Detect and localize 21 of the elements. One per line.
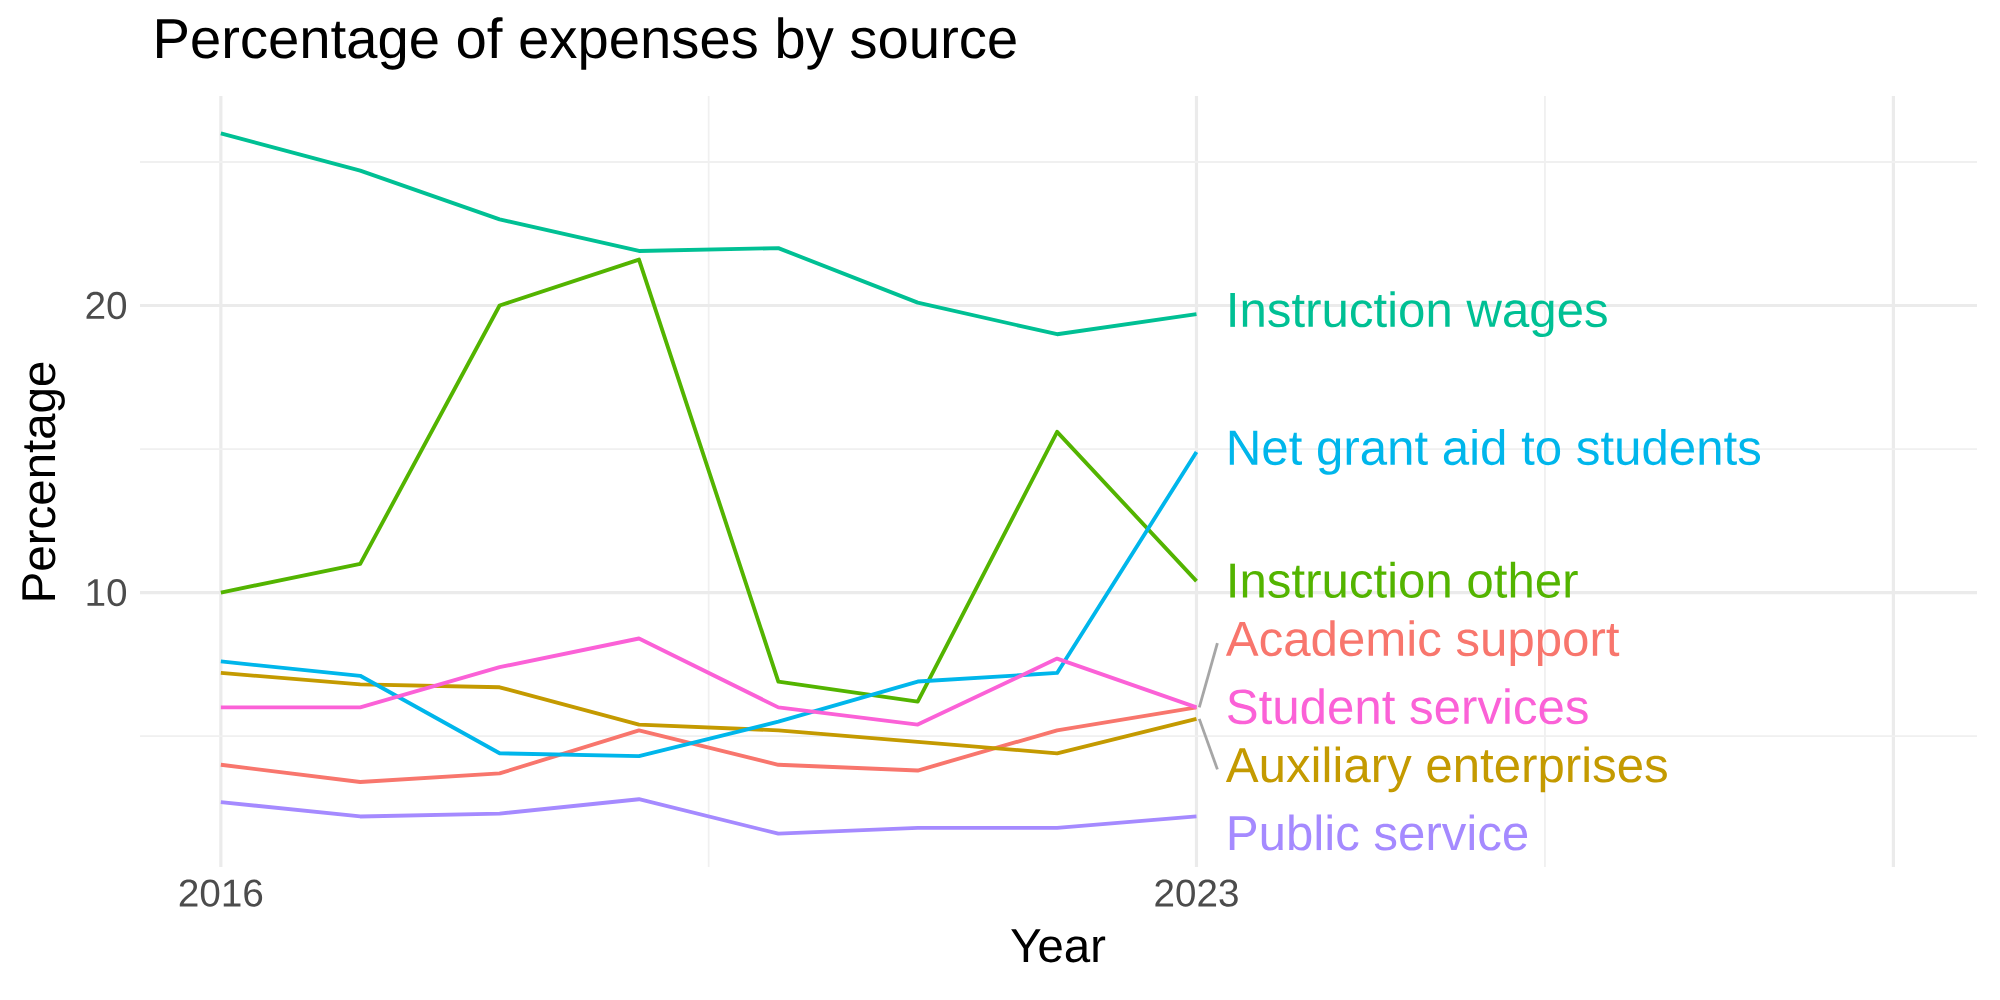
x-tick-label: 2023: [1155, 879, 1238, 907]
y-tick-label: 10: [87, 578, 127, 607]
chart-title: Percentage of expenses by source: [157, 17, 1016, 70]
x-tick-label: 2016: [179, 879, 263, 907]
series-label: Instruction wages: [1230, 291, 1607, 338]
series-label: Auxiliary enterprises: [1225, 746, 1667, 793]
line-series: [218, 797, 1199, 836]
line-series: [218, 131, 1199, 337]
line-series: [218, 705, 1199, 784]
line-series: [218, 671, 1199, 756]
line-series: [218, 257, 1199, 704]
y-tick-label: 20: [86, 291, 127, 320]
x-axis-title: Year: [1011, 929, 1106, 963]
series-label: Instruction other: [1230, 561, 1578, 599]
series-label: Net grant aid to students: [1229, 428, 1761, 475]
line-series: [218, 449, 1199, 759]
series-label: Academic support: [1225, 620, 1620, 667]
series-label: Student services: [1228, 688, 1588, 725]
y-axis-title: Percentage: [22, 362, 65, 600]
series-label: Public service: [1229, 814, 1528, 851]
line-series: [218, 636, 1199, 727]
